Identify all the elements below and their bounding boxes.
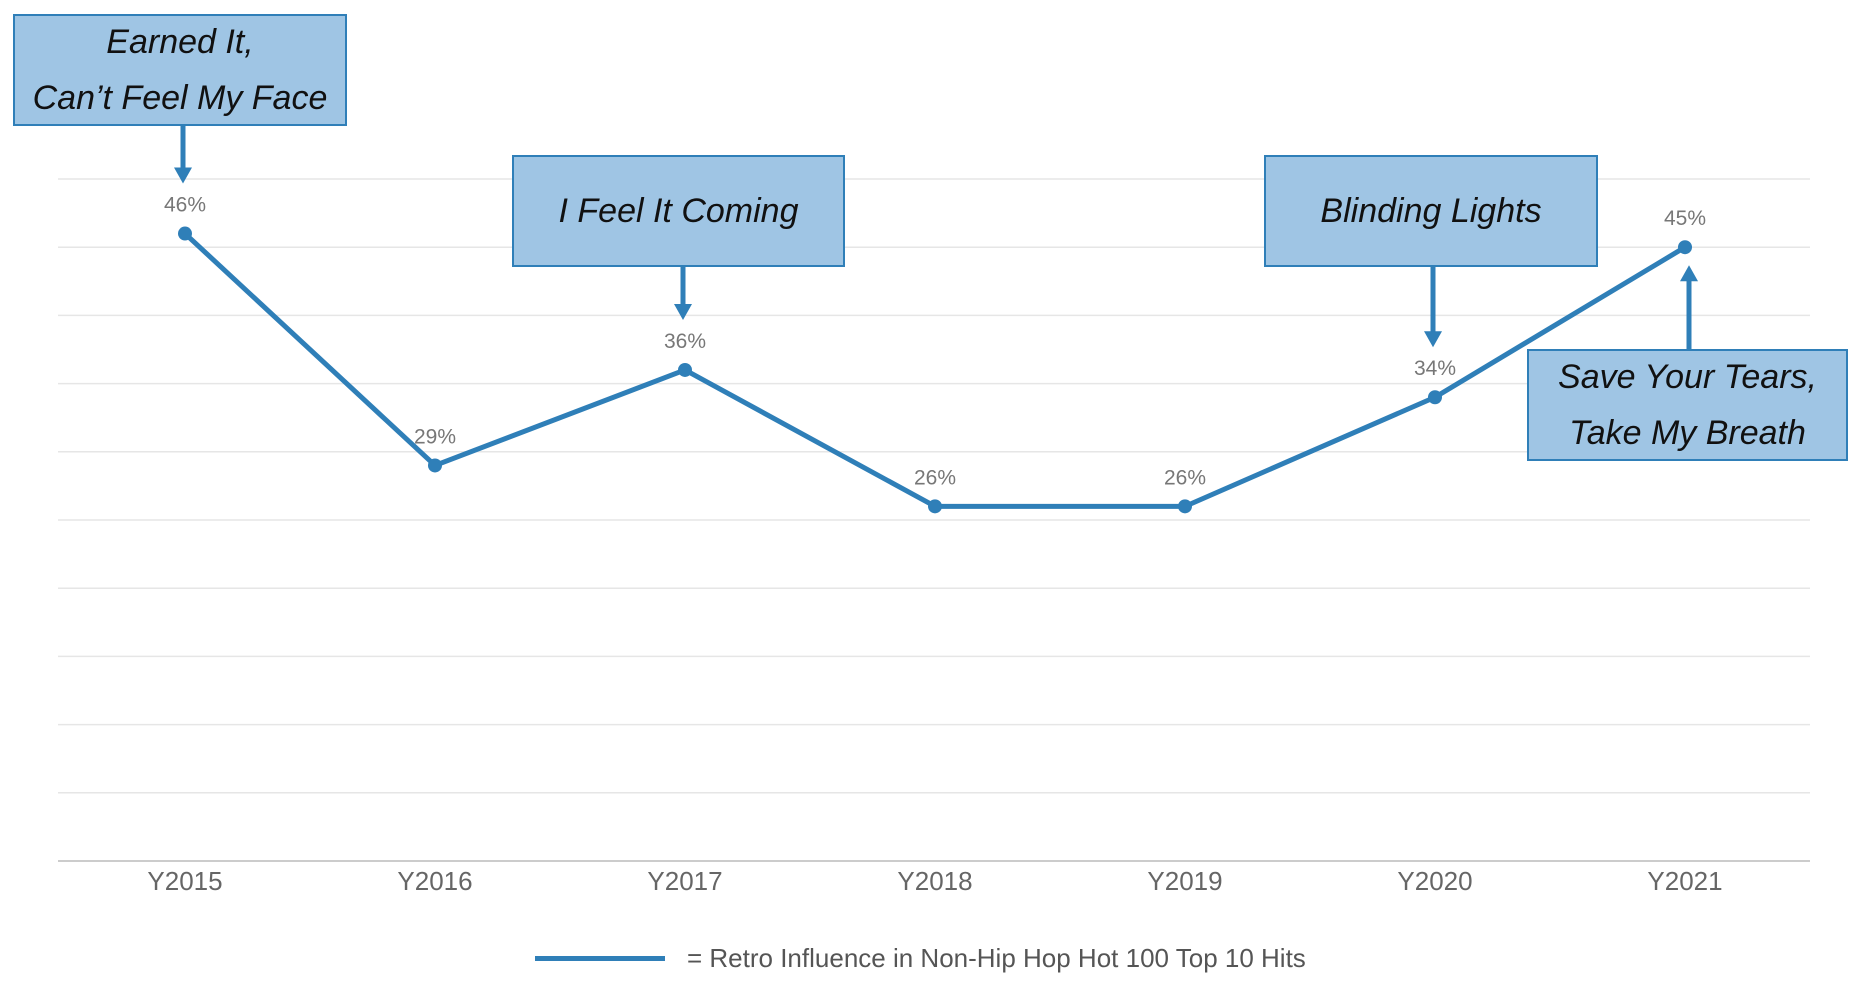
data-point — [428, 458, 442, 473]
annotation-callout-i-feel-it-coming: I Feel It Coming — [512, 155, 845, 267]
data-label: 34% — [1414, 357, 1456, 380]
annotation-line: Earned It, — [106, 23, 254, 61]
annotation-line: Take My Breath — [1569, 414, 1806, 452]
data-label: 45% — [1664, 207, 1706, 230]
annotation-line: I Feel It Coming — [558, 192, 799, 230]
x-tick-label: Y2016 — [397, 866, 472, 896]
annotation-line: Can’t Feel My Face — [32, 79, 328, 117]
data-point — [678, 362, 692, 377]
data-label: 29% — [414, 425, 456, 448]
data-point — [1428, 390, 1442, 405]
annotation-callout-blinding-lights: Blinding Lights — [1264, 155, 1598, 267]
chart-legend: = Retro Influence in Non-Hip Hop Hot 100… — [535, 938, 1306, 978]
x-tick-label: Y2017 — [647, 866, 722, 896]
x-tick-label: Y2021 — [1647, 866, 1722, 896]
annotation-line: Blinding Lights — [1320, 192, 1542, 230]
data-point — [1178, 499, 1192, 514]
x-tick-label: Y2019 — [1147, 866, 1222, 896]
data-point — [1678, 240, 1692, 255]
x-tick-label: Y2020 — [1397, 866, 1472, 896]
data-label: 36% — [664, 330, 706, 353]
annotation-arrowhead — [1424, 331, 1442, 348]
data-label: 26% — [914, 466, 956, 489]
x-tick-label: Y2018 — [897, 866, 972, 896]
legend-label: = Retro Influence in Non-Hip Hop Hot 100… — [687, 942, 1306, 973]
annotation-callout-earned-it: Earned It, Can’t Feel My Face — [13, 14, 347, 126]
data-point — [178, 226, 192, 241]
annotation-arrowhead — [1680, 265, 1698, 282]
x-tick-label: Y2015 — [147, 866, 222, 896]
annotation-line: Save Your Tears, — [1558, 358, 1817, 396]
data-point — [928, 499, 942, 514]
annotation-callout-save-your-tears: Save Your Tears, Take My Breath — [1527, 349, 1848, 461]
annotation-arrowhead — [674, 303, 692, 320]
annotation-arrowhead — [174, 167, 192, 184]
data-label: 26% — [1164, 466, 1206, 489]
data-label: 46% — [164, 194, 206, 217]
legend-line-swatch — [535, 955, 665, 961]
